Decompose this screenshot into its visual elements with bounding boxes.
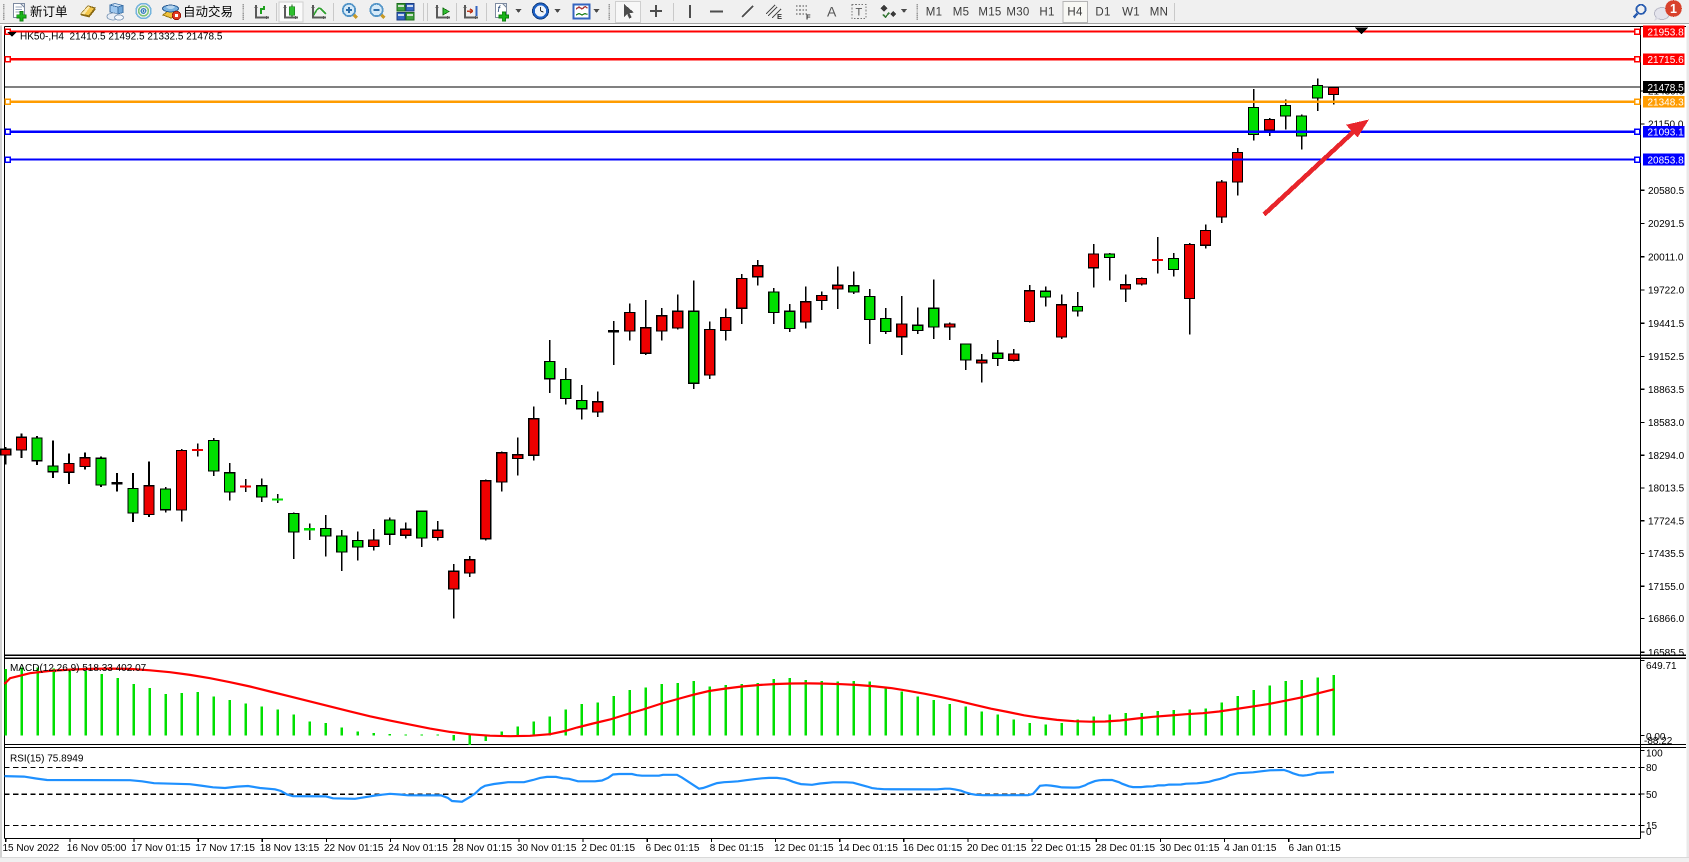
svg-text:W1: W1 xyxy=(1122,7,1140,19)
svg-text:0: 0 xyxy=(1646,827,1652,838)
svg-text:15: 15 xyxy=(1646,821,1658,832)
svg-text:20291.5: 20291.5 xyxy=(1648,219,1685,230)
svg-text:19722.0: 19722.0 xyxy=(1648,286,1685,297)
svg-text:新订单: 新订单 xyxy=(30,4,68,19)
svg-text:E: E xyxy=(777,12,782,21)
svg-text:F: F xyxy=(806,13,811,22)
svg-text:M5: M5 xyxy=(953,7,970,19)
svg-text:649.71: 649.71 xyxy=(1646,661,1677,672)
svg-text:20580.5: 20580.5 xyxy=(1648,186,1685,197)
svg-text:12 Dec 01:15: 12 Dec 01:15 xyxy=(774,843,834,854)
svg-text:M30: M30 xyxy=(1006,7,1029,19)
svg-text:16866.0: 16866.0 xyxy=(1648,614,1685,625)
svg-text:D1: D1 xyxy=(1095,7,1110,19)
svg-text:15 Nov 2022: 15 Nov 2022 xyxy=(3,843,60,854)
svg-text:28 Dec 01:15: 28 Dec 01:15 xyxy=(1096,843,1156,854)
svg-text:14 Dec 01:15: 14 Dec 01:15 xyxy=(838,843,898,854)
svg-text:18863.5: 18863.5 xyxy=(1648,385,1685,396)
svg-text:17 Nov 17:15: 17 Nov 17:15 xyxy=(195,843,255,854)
svg-text:18583.0: 18583.0 xyxy=(1648,418,1685,429)
svg-text:T: T xyxy=(856,7,863,19)
svg-text:21478.5: 21478.5 xyxy=(1648,83,1685,94)
svg-text:19441.5: 19441.5 xyxy=(1648,319,1685,330)
svg-text:1: 1 xyxy=(1670,2,1677,16)
svg-text:80: 80 xyxy=(1646,763,1658,774)
svg-text:H1: H1 xyxy=(1039,7,1054,19)
svg-text:21715.6: 21715.6 xyxy=(1648,55,1685,66)
svg-text:17 Nov 01:15: 17 Nov 01:15 xyxy=(131,843,191,854)
svg-text:21953.8: 21953.8 xyxy=(1648,27,1685,38)
svg-text:H4: H4 xyxy=(1067,7,1083,19)
svg-text:22 Dec 01:15: 22 Dec 01:15 xyxy=(1031,843,1091,854)
svg-text:21348.3: 21348.3 xyxy=(1648,98,1685,109)
svg-text:6 Jan 01:15: 6 Jan 01:15 xyxy=(1289,843,1342,854)
svg-text:RSI(15) 75.8949: RSI(15) 75.8949 xyxy=(10,754,84,765)
svg-text:50: 50 xyxy=(1646,790,1658,801)
svg-text:18 Nov 13:15: 18 Nov 13:15 xyxy=(260,843,320,854)
svg-text:18294.0: 18294.0 xyxy=(1648,451,1685,462)
svg-text:19152.5: 19152.5 xyxy=(1648,352,1685,363)
svg-text:30 Nov 01:15: 30 Nov 01:15 xyxy=(517,843,577,854)
svg-text:21150.0: 21150.0 xyxy=(1648,120,1684,131)
svg-text:HK50-,H4 21410.5 21492.5 2133: HK50-,H4 21410.5 21492.5 21332.5 21478.5 xyxy=(20,32,223,43)
svg-text:16 Dec 01:15: 16 Dec 01:15 xyxy=(903,843,963,854)
svg-text:MACD(12,26,9) 518.33 402.07: MACD(12,26,9) 518.33 402.07 xyxy=(10,663,147,674)
svg-text:17155.0: 17155.0 xyxy=(1648,582,1685,593)
svg-text:M15: M15 xyxy=(978,7,1001,19)
svg-text:17435.5: 17435.5 xyxy=(1648,549,1685,560)
svg-text:20 Dec 01:15: 20 Dec 01:15 xyxy=(967,843,1027,854)
svg-text:17724.5: 17724.5 xyxy=(1648,516,1685,527)
svg-text:28 Nov 01:15: 28 Nov 01:15 xyxy=(453,843,513,854)
svg-text:16585.5: 16585.5 xyxy=(1648,648,1685,659)
svg-text:-88.22: -88.22 xyxy=(1644,736,1673,747)
svg-text:30 Dec 01:15: 30 Dec 01:15 xyxy=(1160,843,1220,854)
svg-text:M1: M1 xyxy=(926,7,943,19)
svg-text:A: A xyxy=(827,4,837,20)
svg-text:自动交易: 自动交易 xyxy=(183,4,233,19)
svg-text:6 Dec 01:15: 6 Dec 01:15 xyxy=(646,843,700,854)
svg-text:100: 100 xyxy=(1646,748,1663,759)
svg-text:4 Jan 01:15: 4 Jan 01:15 xyxy=(1224,843,1277,854)
svg-text:24 Nov 01:15: 24 Nov 01:15 xyxy=(388,843,448,854)
svg-text:18013.5: 18013.5 xyxy=(1648,484,1685,495)
svg-text:21093.1: 21093.1 xyxy=(1648,127,1685,138)
svg-text:16 Nov 05:00: 16 Nov 05:00 xyxy=(67,843,127,854)
svg-text:0.00: 0.00 xyxy=(1646,732,1666,743)
svg-text:MN: MN xyxy=(1150,7,1169,19)
svg-text:20853.8: 20853.8 xyxy=(1648,155,1685,166)
svg-text:20011.0: 20011.0 xyxy=(1648,252,1684,263)
svg-text:f: f xyxy=(498,4,502,14)
svg-text:22 Nov 01:15: 22 Nov 01:15 xyxy=(324,843,384,854)
svg-text:8 Dec 01:15: 8 Dec 01:15 xyxy=(710,843,764,854)
svg-text:2 Dec 01:15: 2 Dec 01:15 xyxy=(581,843,635,854)
